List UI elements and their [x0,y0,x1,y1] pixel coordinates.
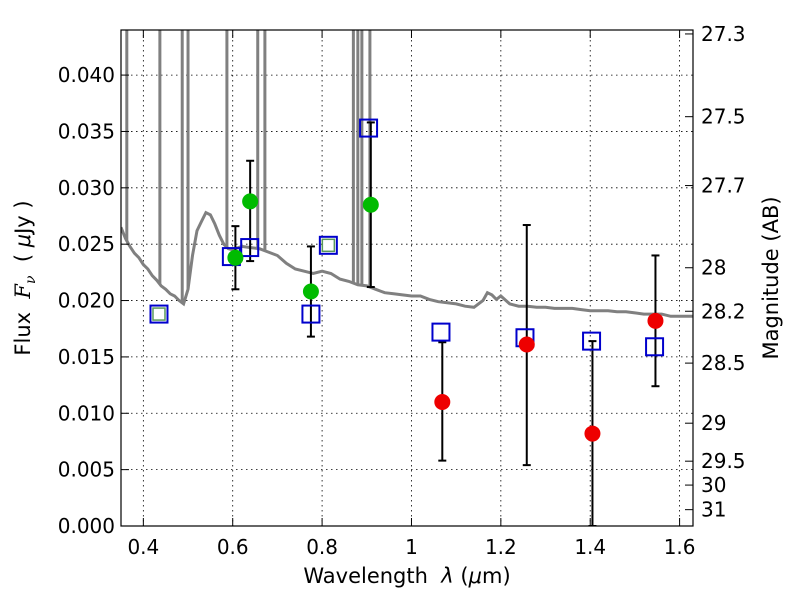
grid-lines [121,30,693,527]
y-tick-label: 0.020 [58,289,115,313]
model-square [318,235,338,255]
y-axis-label: Flux Fν ( μJy ) [11,200,39,355]
x-tick-label: 1.4 [574,535,606,559]
template-spectrum-line [121,210,693,318]
green-point [227,249,244,266]
x-tick-label: 1.6 [664,535,696,559]
x-axis: 0.4 0.6 0.8 1 1.2 1.4 1.6 [127,30,696,559]
y-tick-label: 0.000 [58,514,115,538]
y-axis-left: 0.000 0.005 0.010 0.015 0.020 0.025 0.030 0.035… [58,63,129,538]
x-tick-label: 1.2 [485,535,517,559]
plot-area [121,30,693,526]
green-point [242,193,259,210]
y-tick-label: 0.005 [58,458,115,482]
model-square [359,118,379,138]
right-tick-label: 27.3 [701,22,746,46]
model-square [240,238,260,258]
right-tick-label: 29 [701,411,726,435]
right-tick-label: 28.5 [701,351,746,375]
plot-frame [120,29,694,527]
green-point [302,283,319,300]
right-tick-label: 29.5 [701,449,746,473]
red-point [434,394,451,410]
x-tick-label: 0.8 [306,535,338,559]
x-tick-label: 1 [405,535,418,559]
y-tick-label: 0.025 [58,232,115,256]
y-tick-label: 0.015 [58,345,115,369]
right-tick-label: 27.5 [701,105,746,129]
right-tick-label: 28 [701,256,726,280]
right-tick-label: 31 [701,498,726,522]
y-tick-label: 0.035 [58,119,115,143]
right-tick-label: 30 [701,473,726,497]
model-square [645,337,665,357]
inner-green-square [152,307,166,321]
right-tick-label: 27.7 [701,174,746,198]
model-square [149,304,169,324]
observed-points [227,193,664,442]
model-square [301,304,321,324]
plot-background [121,30,693,526]
red-point [518,336,535,353]
y-axis-right-label: Magnitude (AB) [759,196,783,359]
inner-green-square [321,238,336,253]
model-square [431,322,451,342]
x-axis-label: Wavelength λ (μm) [303,564,510,588]
red-point [584,425,601,442]
right-tick-label: 28.2 [701,299,746,323]
y-tick-label: 0.030 [58,176,115,200]
y-tick-label: 0.040 [58,63,115,87]
x-tick-label: 0.6 [217,535,249,559]
y-tick-label: 0.010 [58,401,115,425]
green-point [362,196,379,213]
x-tick-label: 0.4 [127,535,159,559]
model-square [582,331,602,351]
red-point [647,312,664,329]
